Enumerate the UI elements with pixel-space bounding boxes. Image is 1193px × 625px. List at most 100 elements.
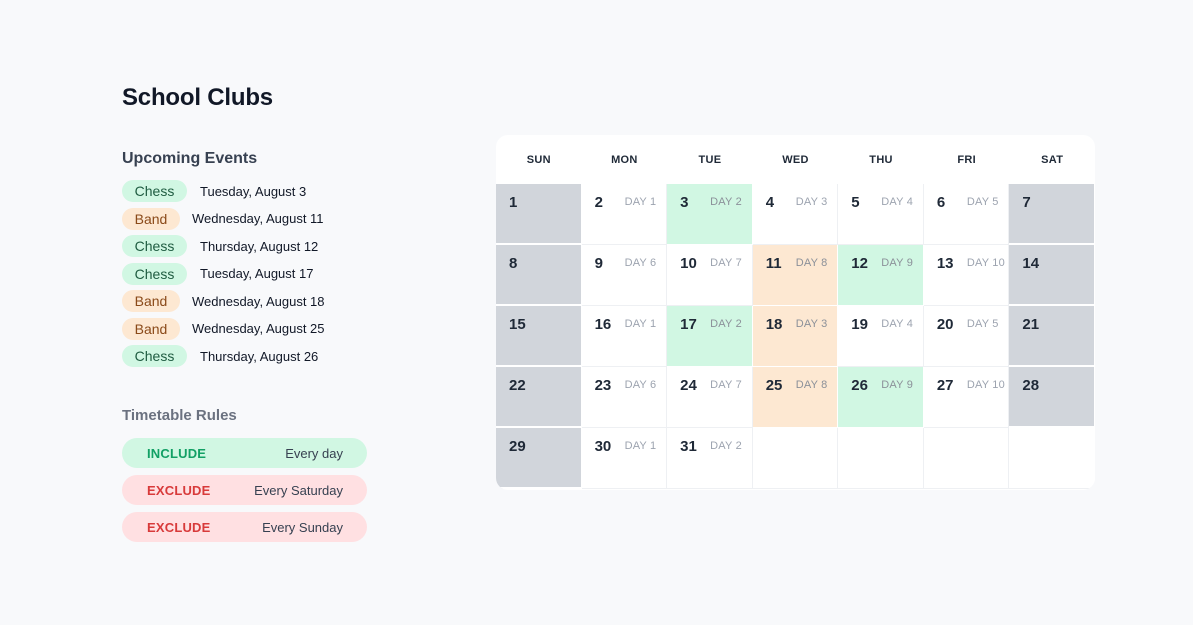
- event-item[interactable]: Band Wednesday, August 11: [122, 207, 442, 230]
- school-day-label: DAY 7: [710, 257, 742, 269]
- calendar-empty-cell: [838, 428, 924, 489]
- calendar-day-cell[interactable]: 6 DAY 5: [923, 184, 1010, 245]
- rule-include-every-day[interactable]: INCLUDE Every day: [122, 438, 367, 468]
- day-number: 15: [509, 316, 526, 333]
- event-club-pill[interactable]: Band: [122, 290, 180, 312]
- day-number: 25: [765, 377, 783, 394]
- calendar-empty-cell: [923, 428, 1010, 489]
- calendar-day-cell[interactable]: 12 DAY 9: [838, 245, 924, 306]
- day-number: 21: [1022, 316, 1040, 333]
- school-day-label: DAY 8: [795, 379, 828, 391]
- calendar-day-cell[interactable]: 26 DAY 9: [838, 367, 924, 428]
- school-day-label: DAY 4: [881, 318, 914, 330]
- event-club-pill[interactable]: Band: [122, 317, 180, 340]
- day-number: 26: [851, 377, 868, 394]
- event-club-pill[interactable]: Band: [122, 207, 180, 230]
- page-title: School Clubs: [122, 84, 273, 111]
- timetable-rules-list: INCLUDE Every day EXCLUDE Every Saturday…: [122, 438, 367, 549]
- calendar-day-cell[interactable]: 28: [1009, 367, 1095, 428]
- school-day-label: DAY 9: [881, 379, 914, 391]
- calendar-day-cell[interactable]: 29: [496, 428, 582, 489]
- calendar-day-cell[interactable]: 2 DAY 1: [581, 184, 668, 245]
- calendar-day-cell[interactable]: 15: [496, 306, 582, 367]
- event-item[interactable]: Chess Thursday, August 12: [122, 235, 442, 257]
- event-item[interactable]: Band Wednesday, August 18: [122, 290, 442, 312]
- school-day-label: DAY 8: [795, 257, 828, 269]
- event-item[interactable]: Chess Tuesday, August 17: [122, 262, 442, 285]
- day-number: 2: [594, 194, 603, 211]
- day-number: 6: [936, 194, 946, 211]
- weekday-sat: SAT: [1041, 153, 1064, 166]
- calendar-empty-cell: [752, 428, 839, 489]
- calendar-empty-cell: [1009, 428, 1095, 489]
- event-club-pill[interactable]: Chess: [122, 235, 187, 257]
- calendar-day-cell[interactable]: 11 DAY 8: [752, 245, 839, 306]
- rule-exclude-every-sunday[interactable]: EXCLUDE Every Sunday: [122, 512, 367, 542]
- school-day-label: DAY 4: [881, 196, 914, 208]
- day-number: 23: [594, 377, 612, 394]
- calendar-day-cell[interactable]: 20 DAY 5: [923, 306, 1010, 367]
- event-club-pill[interactable]: Chess: [122, 345, 187, 367]
- day-number: 9: [594, 255, 603, 272]
- calendar-day-cell[interactable]: 14: [1009, 245, 1095, 306]
- day-number: 14: [1022, 255, 1040, 272]
- rule-exclude-every-saturday[interactable]: EXCLUDE Every Saturday: [122, 475, 367, 505]
- day-number: 20: [936, 316, 954, 333]
- event-item[interactable]: Chess Tuesday, August 3: [122, 180, 442, 202]
- school-day-label: DAY 1: [624, 318, 657, 330]
- calendar-day-cell[interactable]: 1: [496, 184, 582, 245]
- calendar-day-cell[interactable]: 16 DAY 1: [581, 306, 668, 367]
- school-day-label: DAY 2: [710, 440, 742, 452]
- calendar-day-cell[interactable]: 30 DAY 1: [581, 428, 668, 489]
- calendar-day-cell[interactable]: 17 DAY 2: [667, 306, 753, 367]
- school-day-label: DAY 3: [795, 318, 828, 330]
- school-day-label: DAY 6: [624, 379, 657, 391]
- day-number: 13: [936, 255, 954, 272]
- event-club-pill[interactable]: Chess: [122, 262, 187, 285]
- day-number: 31: [680, 438, 697, 455]
- weekday-sun: SUN: [526, 153, 551, 166]
- calendar-day-cell[interactable]: 8: [496, 245, 582, 306]
- event-item[interactable]: Band Wednesday, August 25: [122, 317, 442, 340]
- upcoming-events-heading: Upcoming Events: [122, 150, 258, 167]
- day-number: 16: [594, 316, 612, 333]
- calendar-day-cell[interactable]: 27 DAY 10: [923, 367, 1010, 428]
- school-day-label: DAY 1: [624, 196, 657, 208]
- event-date: Wednesday, August 11: [192, 211, 324, 226]
- calendar-day-cell[interactable]: 21: [1009, 306, 1095, 367]
- event-date: Wednesday, August 18: [192, 293, 325, 309]
- calendar-day-cell[interactable]: 4 DAY 3: [752, 184, 839, 245]
- timetable-rules-heading: Timetable Rules: [122, 407, 237, 424]
- calendar-day-cell[interactable]: 5 DAY 4: [838, 184, 924, 245]
- weekday-thu: THU: [869, 153, 893, 166]
- calendar-day-cell[interactable]: 22: [496, 367, 582, 428]
- calendar-day-cell[interactable]: 31 DAY 2: [667, 428, 753, 489]
- calendar-day-cell[interactable]: 13 DAY 10: [923, 245, 1010, 306]
- weekday-tue: TUE: [698, 153, 722, 166]
- calendar-day-cell[interactable]: 25 DAY 8: [752, 367, 839, 428]
- day-number: 28: [1022, 377, 1040, 394]
- event-item[interactable]: Chess Thursday, August 26: [122, 345, 442, 367]
- school-day-label: DAY 1: [624, 440, 657, 452]
- school-day-label: DAY 5: [966, 318, 999, 330]
- event-club-pill[interactable]: Chess: [122, 180, 187, 202]
- school-day-label: DAY 7: [710, 379, 742, 391]
- calendar-day-cell[interactable]: 18 DAY 3: [752, 306, 839, 367]
- calendar-day-cell[interactable]: 7: [1009, 184, 1095, 245]
- school-day-label: DAY 10: [966, 257, 1005, 269]
- rule-type: EXCLUDE: [147, 519, 211, 535]
- event-date: Thursday, August 12: [200, 238, 319, 254]
- month-calendar: SUN MON TUE WED THU FRI SAT 1 2 DAY 1 3 DAY …: [496, 135, 1095, 490]
- calendar-day-cell[interactable]: 23 DAY 6: [581, 367, 668, 428]
- calendar-day-cell[interactable]: 10 DAY 7: [667, 245, 753, 306]
- calendar-day-cell[interactable]: 9 DAY 6: [581, 245, 668, 306]
- day-number: 8: [509, 255, 518, 272]
- event-date: Wednesday, August 25: [192, 321, 325, 336]
- calendar-day-cell[interactable]: 3 DAY 2: [667, 184, 753, 245]
- school-day-label: DAY 3: [795, 196, 828, 208]
- day-number: 7: [1022, 194, 1031, 211]
- calendar-day-cell[interactable]: 19 DAY 4: [838, 306, 924, 367]
- day-number: 27: [936, 377, 954, 394]
- calendar-day-cell[interactable]: 24 DAY 7: [667, 367, 753, 428]
- day-number: 22: [509, 377, 526, 394]
